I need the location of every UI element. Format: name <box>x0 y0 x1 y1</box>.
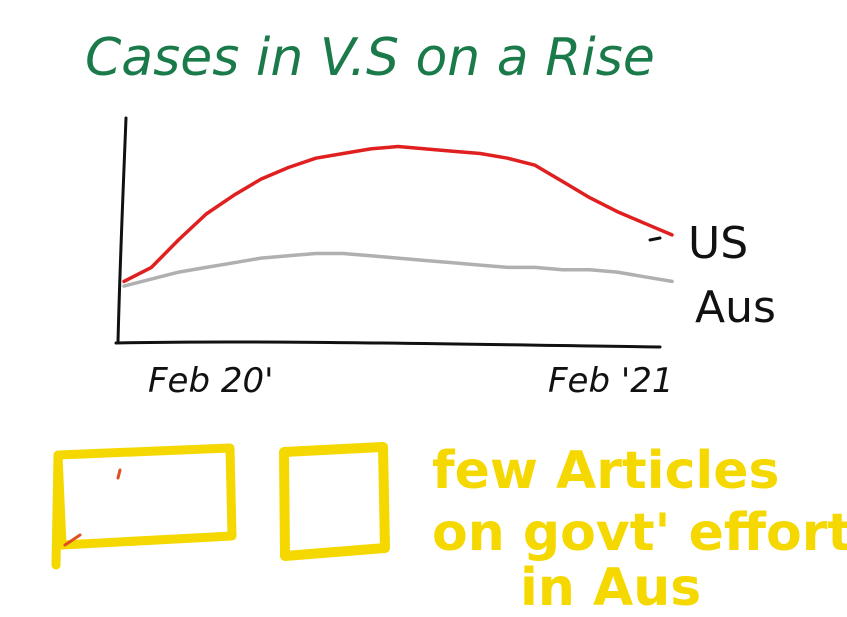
chart-title: Cases in V.S on a Rise <box>85 28 655 88</box>
legend-dash <box>648 236 662 242</box>
legend: US Aus <box>648 218 776 333</box>
sketch-box-wide <box>51 443 237 570</box>
series-line-us <box>122 144 674 284</box>
annotation-line: in Aus <box>520 558 701 617</box>
annotation-line: on govt' efforts <box>432 503 847 563</box>
legend-label-us: US <box>688 218 748 269</box>
annotation-line: few Articles <box>432 441 779 501</box>
y-axis <box>116 116 128 344</box>
annotation-note: few Articles on govt' efforts in Aus <box>432 441 847 617</box>
axes <box>114 116 662 349</box>
legend-label-aus: Aus <box>695 282 776 333</box>
sketch-boxes <box>51 442 390 570</box>
series-layer <box>122 144 674 288</box>
sketch-box-square <box>279 442 390 561</box>
x-axis <box>114 340 662 349</box>
x-tick-label: Feb 20' <box>148 361 273 401</box>
red-tick-mark <box>63 468 122 547</box>
x-tick-label: Feb '21 <box>548 361 673 401</box>
series-line-aus <box>122 251 674 288</box>
